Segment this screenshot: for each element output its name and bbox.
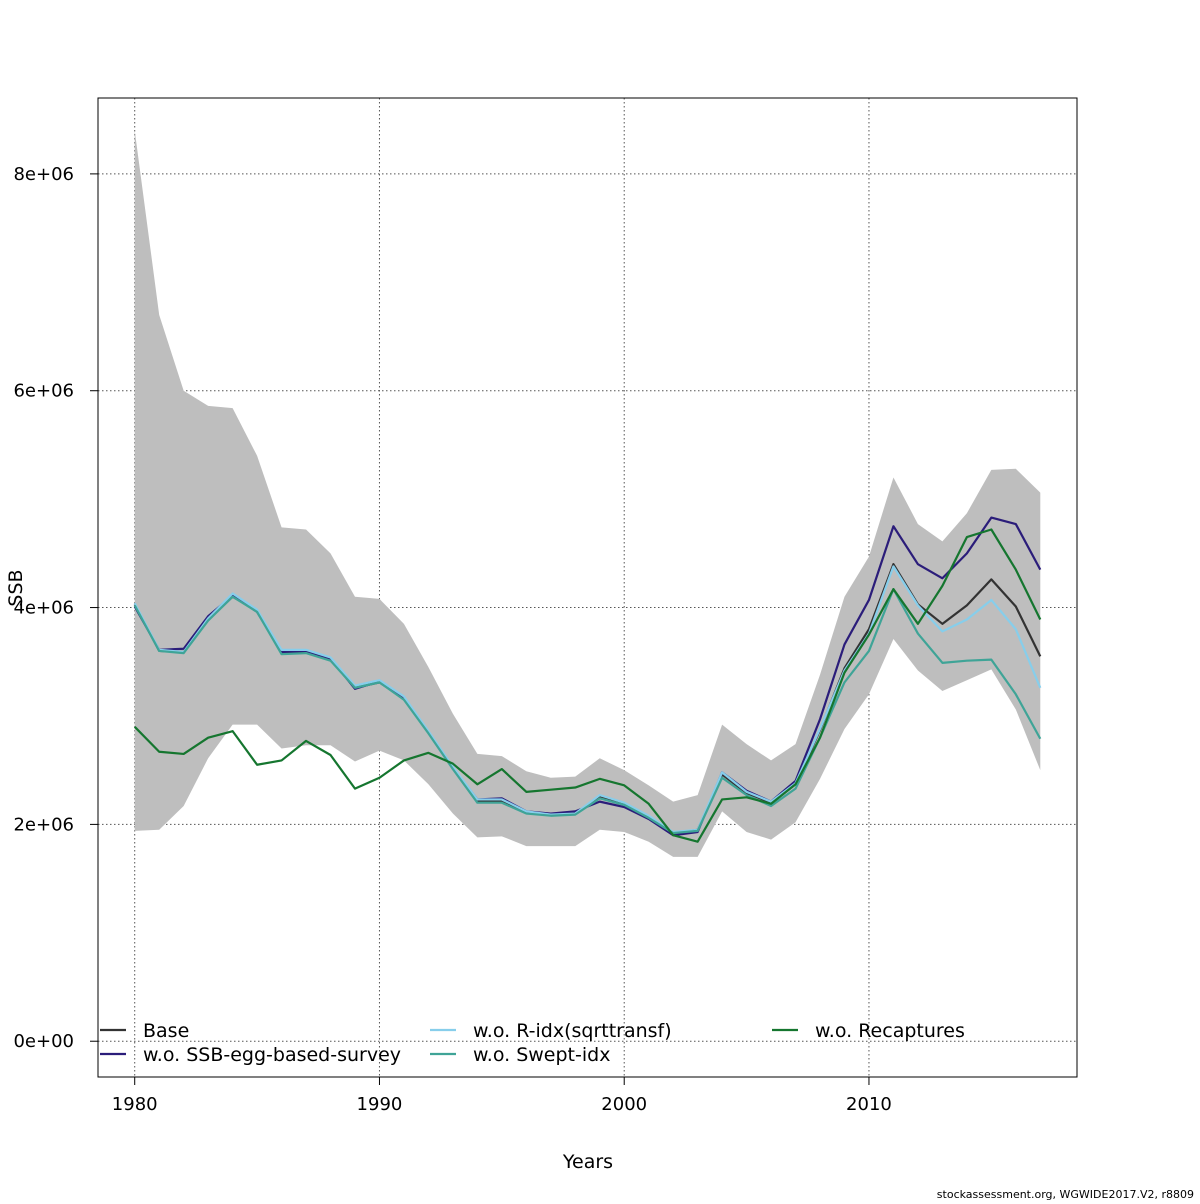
confidence-band-area	[134, 130, 1041, 857]
y-axis: 0e+00 2e+06 4e+06 6e+06 8e+06	[13, 164, 98, 1052]
footer-credit: stockassessment.org, WGWIDE2017.V2, r880…	[937, 1188, 1194, 1200]
y-axis-title: SSB	[5, 569, 27, 606]
legend-label-3: w.o. Swept-idx	[473, 1044, 610, 1066]
series-lines	[133, 516, 1042, 843]
plot-frame	[97, 97, 1078, 1078]
x-tick-label-1990: 1990	[357, 1094, 403, 1115]
legend-label-2: w.o. R-idx(sqrttransf)	[473, 1020, 672, 1042]
x-axis: 1980 1990 2000 2010	[112, 1077, 892, 1115]
x-axis-title: Years	[562, 1151, 613, 1173]
y-tick-label-1: 2e+06	[13, 814, 74, 835]
legend-label-1: w.o. SSB-egg-based-survey	[143, 1044, 401, 1066]
series-line-2	[133, 565, 1042, 834]
legend-label-4: w.o. Recaptures	[815, 1020, 965, 1042]
series-line-4	[133, 528, 1042, 843]
y-tick-label-0: 0e+00	[13, 1031, 74, 1052]
y-tick-label-3: 6e+06	[13, 381, 74, 402]
x-tick-label-1980: 1980	[112, 1094, 158, 1115]
confidence-band	[134, 130, 1041, 857]
legend-label-0: Base	[143, 1020, 189, 1042]
y-tick-label-4: 8e+06	[13, 164, 74, 185]
x-tick-label-2010: 2010	[846, 1094, 892, 1115]
x-tick-label-2000: 2000	[601, 1094, 647, 1115]
series-line-3	[133, 588, 1042, 835]
y-tick-label-2: 4e+06	[13, 598, 74, 619]
